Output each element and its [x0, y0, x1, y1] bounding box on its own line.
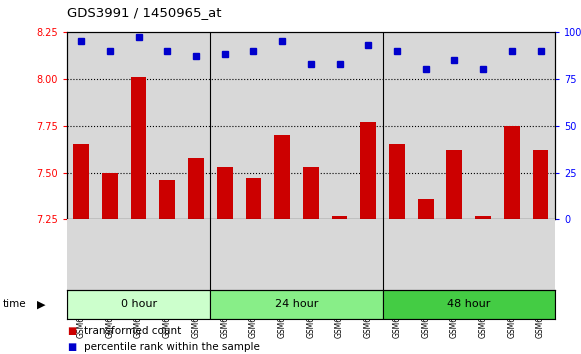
Bar — [360, 122, 376, 219]
Text: transformed count: transformed count — [84, 326, 181, 336]
Text: 0 hour: 0 hour — [120, 299, 157, 309]
Text: ■: ■ — [67, 326, 76, 336]
Text: ▶: ▶ — [37, 299, 45, 309]
Bar — [274, 135, 290, 219]
Text: percentile rank within the sample: percentile rank within the sample — [84, 342, 260, 352]
Bar — [533, 150, 548, 219]
Bar — [303, 167, 319, 219]
Bar — [418, 199, 433, 219]
Bar — [159, 180, 175, 219]
Bar — [504, 126, 519, 219]
Text: GDS3991 / 1450965_at: GDS3991 / 1450965_at — [67, 6, 221, 19]
Bar — [217, 167, 232, 219]
Bar — [383, 290, 555, 319]
Bar — [389, 144, 405, 219]
Bar — [446, 150, 462, 219]
Text: ■: ■ — [67, 342, 76, 352]
Bar — [73, 144, 89, 219]
Bar — [475, 216, 491, 219]
Bar — [131, 77, 146, 219]
Bar — [332, 216, 347, 219]
Text: 24 hour: 24 hour — [275, 299, 318, 309]
Text: time: time — [3, 299, 27, 309]
Bar — [246, 178, 261, 219]
Bar — [188, 158, 204, 219]
Bar — [67, 290, 210, 319]
Text: 48 hour: 48 hour — [447, 299, 490, 309]
Bar — [102, 173, 118, 219]
Bar — [210, 290, 383, 319]
